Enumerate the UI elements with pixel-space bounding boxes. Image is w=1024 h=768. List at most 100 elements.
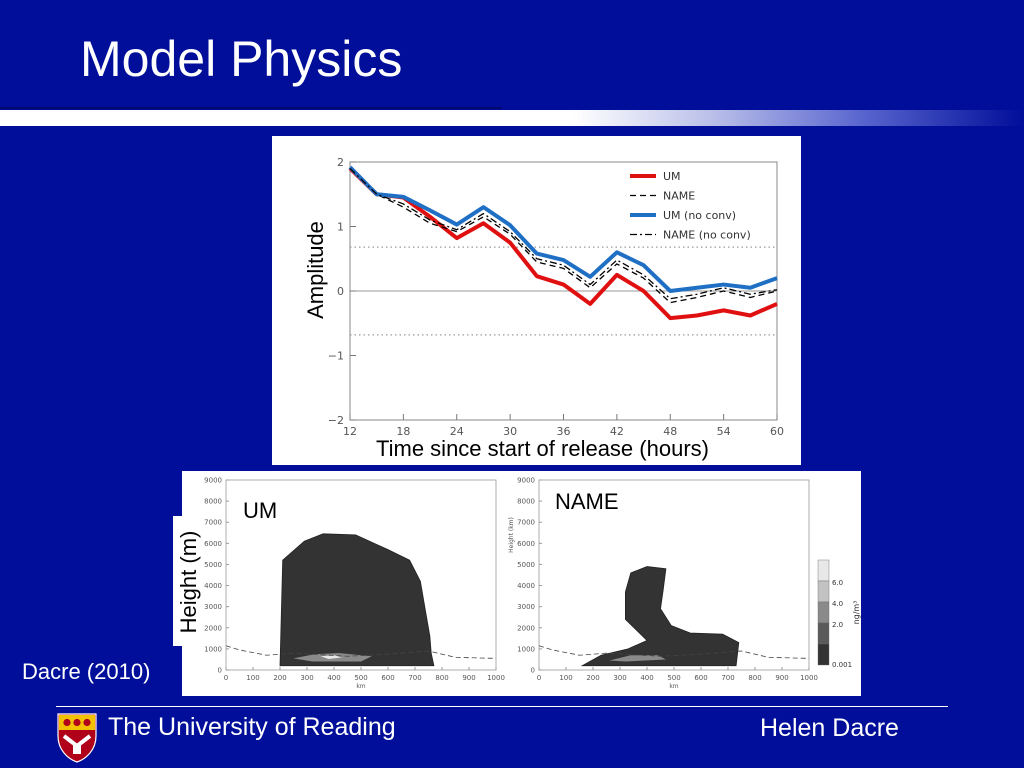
x-tick-label: 30 — [503, 425, 517, 438]
y-tick-label: 3000 — [204, 603, 222, 611]
colorbar-segment — [817, 580, 830, 603]
university-crest-icon — [57, 713, 97, 763]
x-tick-label: 100 — [246, 674, 259, 682]
x-tick-label: 900 — [775, 674, 788, 682]
x-tick-label: 200 — [586, 674, 599, 682]
boundary-layer-line — [225, 645, 497, 659]
cross-section-panel: 0 100 200 300 400 500 600 700 800 900 1000 km 0 1000 2… — [182, 471, 861, 696]
footer-rule — [56, 706, 948, 707]
x-tick-label: 1000 — [487, 674, 505, 682]
series-line — [348, 165, 778, 293]
time-axis-label: Time since start of release (hours) — [376, 436, 709, 461]
y-tick-label: 5000 — [204, 561, 222, 569]
x-tick-label: 60 — [770, 425, 784, 438]
y-tick-label: 8000 — [204, 498, 222, 506]
y-tick-label: 6000 — [204, 540, 222, 548]
x-tick-label: 42 — [610, 425, 624, 438]
series-line — [349, 167, 778, 300]
legend-label: UM (no conv) — [663, 209, 736, 222]
colorbar-label: 2.0 — [832, 621, 843, 629]
y-tick-label: −1 — [328, 350, 344, 363]
x-tick-label: 700 — [408, 674, 421, 682]
um-plot-title: UM — [243, 498, 278, 523]
x-tick-label: 12 — [343, 425, 357, 438]
y-tick-label: 5000 — [517, 561, 535, 569]
amplitude-chart-panel: 12 18 24 30 36 42 48 54 60 −2 −1 0 1 2 UM NAME UM (no co… — [272, 136, 801, 465]
amplitude-axis-label: Amplitude — [303, 221, 328, 319]
colorbar-label: 6.0 — [832, 579, 843, 587]
x-tick-label: 500 — [354, 674, 367, 682]
y-tick-label: 8000 — [517, 498, 535, 506]
y-tick-label: 2000 — [517, 624, 535, 632]
x-tick-label: 300 — [613, 674, 626, 682]
x-tick-label: 0 — [537, 674, 541, 682]
x-tick-label: 900 — [462, 674, 475, 682]
title-rule-dark — [0, 107, 502, 109]
y-tick-label: 9000 — [517, 477, 535, 485]
cross-section-plots: 0 100 200 300 400 500 600 700 800 900 1000km010002… — [204, 477, 861, 691]
x-tick-label: 36 — [557, 425, 571, 438]
y-tick-label: 2000 — [204, 624, 222, 632]
x-tick-label: 400 — [327, 674, 340, 682]
y-tick-label: 7000 — [517, 519, 535, 527]
y-tick-label: 1000 — [517, 645, 535, 653]
slide-title: Model Physics — [80, 31, 403, 87]
colorbar-label: 4.0 — [832, 600, 843, 608]
x-tick-label: 600 — [381, 674, 394, 682]
boundary-layer-line — [538, 645, 810, 659]
y-tick-label: 6000 — [517, 540, 535, 548]
x-tick-label: 600 — [694, 674, 707, 682]
y-tick-label: 1000 — [204, 645, 222, 653]
y-tick-label: 9000 — [204, 477, 222, 485]
plume-peak — [320, 655, 343, 660]
x-tick-label: 54 — [717, 425, 731, 438]
x-tick-label: 300 — [300, 674, 313, 682]
colorbar-segment — [817, 601, 830, 624]
x-tick-label: 800 — [435, 674, 448, 682]
x-tick-label: 1000 — [800, 674, 818, 682]
name-plot-title: NAME — [555, 489, 619, 514]
colorbar-segment — [817, 643, 830, 666]
legend-label: NAME — [663, 190, 695, 203]
x-tick-label: 400 — [640, 674, 653, 682]
author-name: Helen Dacre — [760, 714, 899, 742]
university-name: The University of Reading — [108, 713, 396, 741]
colorbar-segment — [817, 559, 830, 582]
citation: Dacre (2010) — [22, 659, 151, 684]
x-tick-label: 200 — [273, 674, 286, 682]
y-tick-label: 4000 — [517, 582, 535, 590]
x-tick-label: 48 — [663, 425, 677, 438]
plume-outline — [580, 566, 740, 667]
x-tick-label: 24 — [450, 425, 464, 438]
series-line — [349, 167, 778, 304]
height-axis-label: Height (m) — [176, 530, 201, 634]
y-tick-label: 2 — [337, 156, 344, 169]
y-tick-label: 0 — [218, 667, 222, 675]
x-tick-label: 800 — [748, 674, 761, 682]
x-tick-label: 0 — [224, 674, 228, 682]
legend-label: UM — [663, 170, 681, 183]
series-line — [348, 167, 778, 321]
x-tick-label: 700 — [721, 674, 734, 682]
x-tick-label: 100 — [559, 674, 572, 682]
y-tick-label: 1 — [337, 221, 344, 234]
y-tick-label: −2 — [328, 414, 344, 427]
y-tick-label: 0 — [531, 667, 535, 675]
y-tick-label: 4000 — [204, 582, 222, 590]
plume-outline — [279, 533, 435, 667]
x-axis-unit: km — [669, 683, 678, 690]
y-axis-unit-label: Height (km) — [508, 517, 515, 553]
colorbar-unit: ng/m³ — [852, 601, 861, 625]
title-rule-gradient — [0, 110, 1024, 126]
y-tick-label: 3000 — [517, 603, 535, 611]
height-label-box — [173, 516, 203, 646]
y-tick-label: 7000 — [204, 519, 222, 527]
colorbar-segment — [817, 622, 830, 645]
x-tick-label: 18 — [396, 425, 410, 438]
colorbar-label: 0.001 — [832, 661, 852, 669]
legend-label: NAME (no conv) — [663, 229, 751, 242]
plume-core — [609, 655, 666, 662]
y-tick-label: 0 — [337, 285, 344, 298]
x-tick-label: 500 — [667, 674, 680, 682]
